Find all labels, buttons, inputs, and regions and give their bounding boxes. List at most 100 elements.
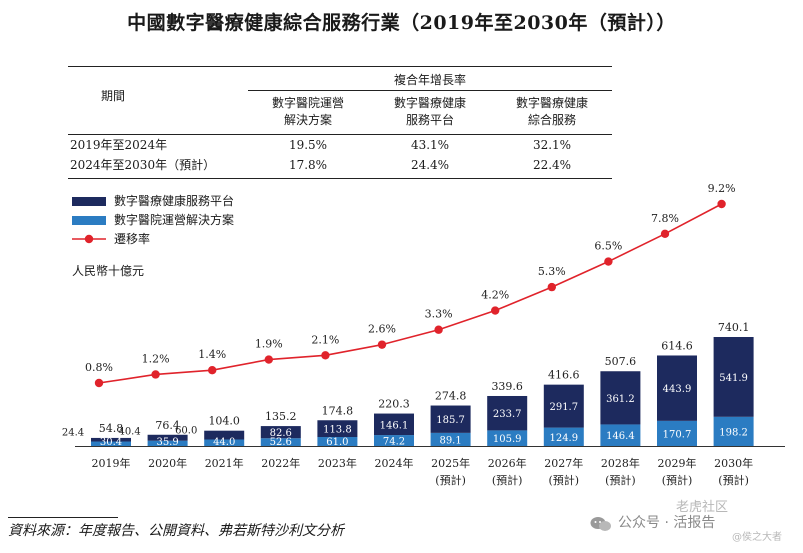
table-bottom-rule — [68, 178, 612, 179]
bar-value-platform: 146.1 — [380, 420, 409, 431]
bar-segment-hospital — [317, 437, 358, 446]
x-tick-sublabel: (預計) — [605, 473, 636, 487]
wechat-icon — [590, 517, 611, 531]
x-tick-label: 2024年 — [375, 456, 414, 470]
rate-label: 7.8% — [651, 212, 679, 225]
col-header-platform-line2: 服務平台 — [405, 113, 454, 127]
unit-label: 人民幣十億元 — [72, 264, 145, 278]
bar-total-label: 339.6 — [491, 380, 523, 393]
bar-value-hospital: 89.1 — [439, 435, 461, 446]
rate-label: 2.6% — [368, 323, 396, 336]
bar-value-platform: 361.2 — [606, 394, 635, 405]
bar-segment-hospital — [204, 439, 245, 446]
legend-label-platform: 數字醫療健康服務平台 — [114, 194, 235, 208]
bar-value-hospital: 44.0 — [213, 437, 235, 448]
rate-point — [604, 257, 613, 266]
rate-label: 4.2% — [481, 289, 509, 302]
bar-segment-platform — [657, 355, 697, 421]
x-tick-label: 2023年 — [318, 456, 357, 470]
rate-label: 6.5% — [594, 240, 622, 253]
group-header-rule — [248, 90, 612, 91]
col-header-hospital-line1: 數字醫院運營 — [271, 96, 344, 110]
x-tick-label: 2025年 — [431, 456, 470, 470]
bar-segment-platform — [543, 384, 584, 428]
bar-segment-platform — [204, 430, 245, 440]
bar-segment-hospital — [713, 416, 754, 446]
bar-segment-platform — [374, 413, 414, 436]
bar-segment-platform — [147, 434, 188, 441]
bar-segment-platform — [487, 395, 528, 431]
legend-line-icon — [72, 234, 106, 244]
rate-point — [491, 306, 500, 315]
col-header-hospital-line2: 解決方案 — [283, 113, 332, 127]
bar-value-hospital: 52.6 — [270, 437, 292, 448]
bar-segment-hospital — [543, 427, 584, 446]
row-period-1: 2019年至2024年 — [70, 138, 168, 152]
rate-point — [264, 355, 273, 364]
bar-value-platform: 443.9 — [663, 384, 692, 395]
watermark-small-text: @侯之大者 — [732, 532, 782, 543]
legend-label-rate: 遷移率 — [114, 232, 151, 246]
bar-segment-hospital — [487, 430, 528, 446]
bar-value-platform: 185.7 — [436, 415, 465, 426]
row-period-2: 2024年至2030年（預計） — [70, 158, 216, 172]
x-tick-label: 2027年 — [544, 456, 583, 470]
table-top-rule — [68, 66, 612, 67]
bar-total-label: 135.2 — [265, 410, 297, 423]
bar-value-hospital: 198.2 — [719, 427, 748, 438]
rate-label: 2.1% — [311, 333, 339, 346]
bar-segment-platform — [91, 437, 131, 442]
bar-total-label: 614.6 — [661, 339, 693, 352]
rate-point — [321, 351, 330, 360]
bar-segment-hospital — [260, 438, 301, 446]
x-tick-label: 2019年 — [92, 456, 131, 470]
x-tick-sublabel: (預計) — [492, 473, 523, 487]
bar-value-hospital: 105.9 — [493, 434, 522, 445]
source-note: 資料來源：年度報告、公開資料、弗若斯特沙利文分析 — [8, 523, 344, 539]
bar-value-platform: 82.6 — [270, 428, 292, 439]
row1-integrated-cagr: 32.1% — [532, 138, 572, 152]
bar-segment-hospital — [147, 440, 188, 446]
bar-value-hospital: 74.2 — [383, 437, 405, 448]
cagr-group-header: 複合年增長率 — [393, 73, 466, 87]
x-tick-sublabel: (預計) — [549, 473, 580, 487]
row1-platform-cagr: 43.1% — [410, 138, 450, 152]
x-tick-label: 2028年 — [601, 456, 640, 470]
bar-value-hospital: 30.4 — [100, 437, 122, 448]
bar-total-label: 740.1 — [718, 321, 750, 334]
bar-value-hospital: 146.4 — [606, 431, 635, 442]
rate-label: 3.3% — [425, 308, 453, 321]
rate-point — [717, 199, 726, 209]
x-tick-sublabel: (預計) — [662, 473, 693, 487]
x-tick-label: 2030年 — [714, 456, 753, 470]
rate-line — [98, 203, 722, 384]
rate-point — [151, 370, 160, 379]
rate-label: 9.2% — [708, 182, 736, 195]
bar-value-platform: 233.7 — [493, 409, 522, 420]
bar-value-platform: 291.7 — [549, 402, 578, 413]
bar-value-hospital: 61.0 — [326, 437, 348, 448]
rate-point — [547, 282, 556, 292]
bar-total-label: 76.4 — [155, 419, 180, 432]
bar-total-label: 104.0 — [208, 415, 240, 428]
bar-total-label: 416.6 — [548, 369, 580, 382]
watermark-right-text: 老虎社区 — [676, 500, 729, 515]
bar-total-label: 174.8 — [322, 404, 354, 417]
bar-value-hospital: 35.9 — [156, 437, 178, 448]
row2-hospital-cagr: 17.8% — [288, 158, 328, 172]
col-header-integrated-line1: 數字醫療健康 — [515, 96, 588, 110]
bar-segment-platform — [713, 337, 754, 417]
source-rule — [8, 517, 118, 518]
rate-label: 1.9% — [255, 338, 283, 351]
row2-platform-cagr: 24.4% — [410, 158, 450, 172]
bar-value-platform: 24.4 — [62, 428, 84, 439]
bar-total-label: 507.6 — [605, 355, 637, 368]
x-tick-label: 2020年 — [148, 456, 187, 470]
bar-segment-platform — [260, 426, 301, 439]
x-tick-label: 2021年 — [205, 456, 244, 470]
period-header: 期間 — [100, 89, 125, 103]
bar-segment-hospital — [430, 432, 471, 446]
bar-segment-platform — [430, 405, 471, 433]
rate-point — [660, 229, 670, 239]
